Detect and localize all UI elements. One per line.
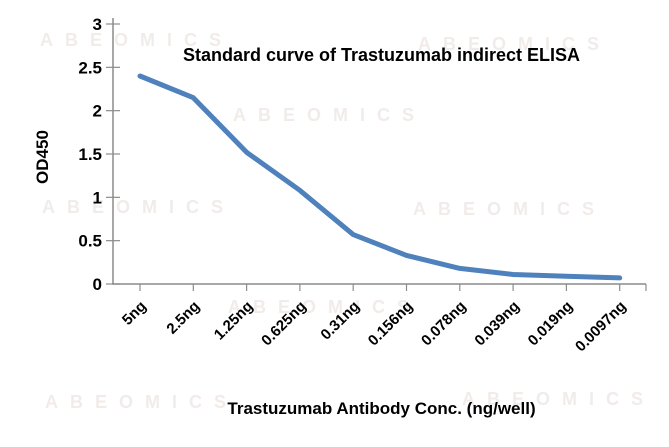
watermark-abeomics: ABEOMICS — [462, 389, 656, 409]
x-tick-label: 0.019ng — [525, 298, 577, 350]
x-tick-label: 1.25ng — [211, 298, 257, 344]
watermark-abeomics: ABEOMICS — [42, 197, 236, 217]
x-axis-title: Trastuzumab Antibody Conc. (ng/well) — [227, 399, 536, 418]
watermark-abeomics: ABEOMICS — [40, 30, 234, 50]
y-tick-label: 0 — [93, 275, 102, 294]
x-tick-label: 0.31ng — [317, 298, 363, 344]
y-tick-label: 1.5 — [78, 145, 102, 164]
watermark-abeomics: ABEOMICS — [228, 297, 422, 317]
y-tick-label: 0.5 — [78, 232, 102, 251]
x-tick-label: 0.0097ng — [572, 298, 629, 355]
watermark-abeomics: ABEOMICS — [233, 105, 427, 125]
y-tick-label: 2.5 — [78, 58, 102, 77]
x-tick-label: 5ng — [119, 298, 150, 329]
x-tick-label: 0.625ng — [258, 298, 310, 350]
x-tick-label: 0.039ng — [471, 298, 523, 350]
x-tick-label: 0.156ng — [365, 298, 417, 350]
watermark-abeomics: ABEOMICS — [413, 199, 607, 219]
watermark-abeomics: ABEOMICS — [45, 392, 239, 412]
x-tick-label: 0.078ng — [418, 298, 470, 350]
chart-title: Standard curve of Trastuzumab indirect E… — [182, 45, 581, 65]
y-tick-label: 2 — [93, 102, 102, 121]
y-tick-label: 1 — [93, 188, 102, 207]
x-tick-label: 2.5ng — [163, 298, 203, 338]
y-axis-title: OD450 — [33, 130, 52, 184]
standard-curve-line — [137, 73, 623, 281]
watermark-abeomics: ABEOMICS — [418, 34, 612, 54]
y-tick-label: 3 — [93, 15, 102, 34]
